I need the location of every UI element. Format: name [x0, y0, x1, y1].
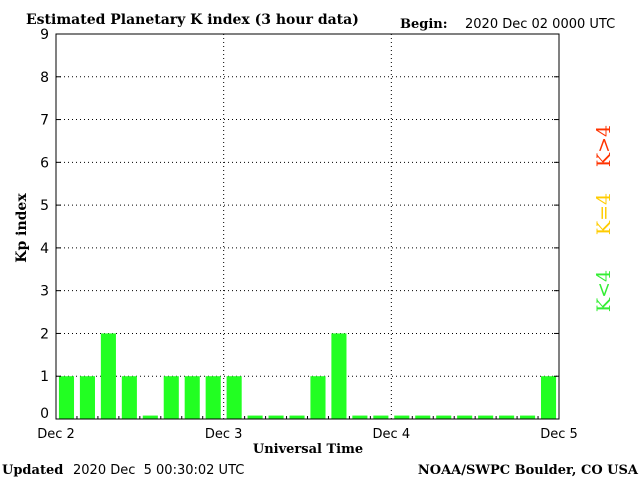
y-tick-label: 8 [40, 70, 49, 86]
kp-bar [310, 376, 326, 419]
y-tick-label: 4 [40, 241, 49, 257]
y-tick-label: 3 [40, 284, 49, 300]
kp-bar [352, 415, 368, 419]
kp-bar [373, 415, 389, 419]
legend-low: K<4 [593, 270, 615, 312]
x-tick-label: Dec 4 [373, 427, 411, 442]
kp-bar [457, 415, 473, 419]
y-tick-label: 1 [40, 369, 49, 385]
y-axis-ticks: 0 1 2 3 4 5 6 7 8 9 [40, 27, 559, 422]
kp-bar [499, 415, 515, 419]
kp-bar [289, 415, 305, 419]
y-tick-label: 2 [40, 326, 49, 342]
kp-bar [184, 376, 200, 419]
kp-bar [415, 415, 431, 419]
bar-series [58, 333, 557, 419]
begin-value: 2020 Dec 02 0000 UTC [465, 17, 615, 32]
kp-bar [142, 415, 158, 419]
kp-bar [205, 376, 221, 419]
kp-bar [478, 415, 494, 419]
x-tick-label: Dec 3 [205, 427, 243, 442]
kp-bar [226, 376, 242, 419]
y-tick-label: 9 [40, 27, 49, 43]
legend-high: K>4 [593, 125, 615, 167]
kp-bar [79, 376, 95, 419]
updated-label: Updated [2, 463, 63, 478]
y-axis-label: Kp index [14, 193, 30, 263]
source-credit: NOAA/SWPC Boulder, CO USA [418, 463, 639, 478]
begin-label: Begin: [400, 17, 448, 32]
kp-bar [436, 415, 452, 419]
kp-bar [540, 376, 557, 419]
updated-value: 2020 Dec 5 00:30:02 UTC [73, 463, 244, 478]
y-tick-label: 7 [40, 113, 49, 129]
kp-bar [247, 415, 263, 419]
kp-bar [100, 333, 116, 419]
kp-bar [268, 415, 284, 419]
y-tick-label: 0 [40, 406, 49, 422]
chart-title: Estimated Planetary K index (3 hour data… [26, 12, 359, 28]
kp-bar [331, 333, 347, 419]
x-tick-label: Dec 2 [37, 427, 75, 442]
x-axis-label: Universal Time [253, 442, 363, 457]
y-tick-label: 6 [40, 155, 49, 171]
kp-bar [58, 376, 75, 419]
kp-bar [121, 376, 137, 419]
x-axis-ticks: Dec 2 Dec 3 Dec 4 Dec 5 [37, 416, 578, 442]
kp-bar [520, 415, 536, 419]
kp-bar [163, 376, 179, 419]
grid [56, 34, 559, 419]
x-tick-label: Dec 5 [540, 427, 578, 442]
plot-area-border [55, 33, 560, 420]
legend-mid: K=4 [593, 193, 615, 235]
y-tick-label: 5 [40, 198, 49, 214]
kp-bar [394, 415, 410, 419]
